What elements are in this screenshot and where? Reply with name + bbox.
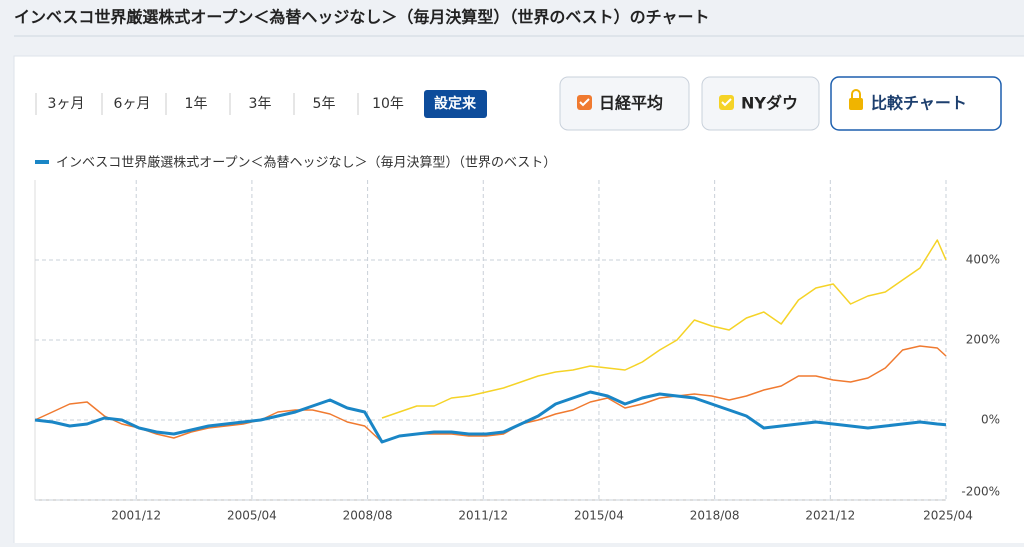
period-button[interactable]: 3ヶ月 [48, 96, 85, 112]
x-tick-label: 2025/04 [923, 509, 973, 523]
nikkei-button[interactable] [559, 76, 690, 131]
y-tick-label: 400% [966, 253, 1000, 267]
legend-swatch [35, 160, 49, 164]
period-button[interactable]: 設定来 [434, 95, 477, 112]
page-title: インベスコ世界厳選株式オープン＜為替ヘッジなし＞（毎月決算型）（世界のベスト）の… [14, 8, 710, 27]
check [721, 98, 732, 107]
series-line [381, 239, 947, 419]
x-tick-label: 2005/04 [227, 509, 277, 523]
y-tick-label: 0% [981, 413, 1000, 427]
x-tick-label: 2011/12 [458, 509, 508, 523]
x-tick-label: 2021/12 [805, 509, 855, 523]
x-tick-label: 2001/12 [111, 509, 161, 523]
period-button-active[interactable] [424, 90, 487, 118]
button-label: NYダウ [741, 94, 798, 113]
y-tick-label: 200% [966, 333, 1000, 347]
x-tick-label: 2015/04 [574, 509, 624, 523]
period-button[interactable]: 10年 [372, 96, 404, 112]
y-tick-label: -200% [961, 485, 1000, 499]
x-tick-label: 2008/08 [343, 509, 393, 523]
period-button[interactable]: 1年 [185, 96, 208, 112]
nydow-button[interactable] [701, 76, 820, 131]
lock-icon [849, 98, 863, 110]
series-line [34, 390, 947, 444]
x-tick-label: 2018/08 [690, 509, 740, 523]
period-button[interactable]: 5年 [313, 96, 336, 112]
button-label: 比較チャート [871, 94, 967, 113]
button-label: 日経平均 [599, 94, 663, 113]
check [579, 98, 590, 107]
compare-button[interactable] [830, 76, 1002, 131]
legend-label: インベスコ世界厳選株式オープン＜為替ヘッジなし＞（毎月決算型）（世界のベスト） [56, 155, 556, 171]
period-button[interactable]: 3年 [249, 96, 272, 112]
lock-shackle [851, 89, 861, 98]
period-button[interactable]: 6ヶ月 [114, 96, 151, 112]
series-line [34, 345, 947, 443]
